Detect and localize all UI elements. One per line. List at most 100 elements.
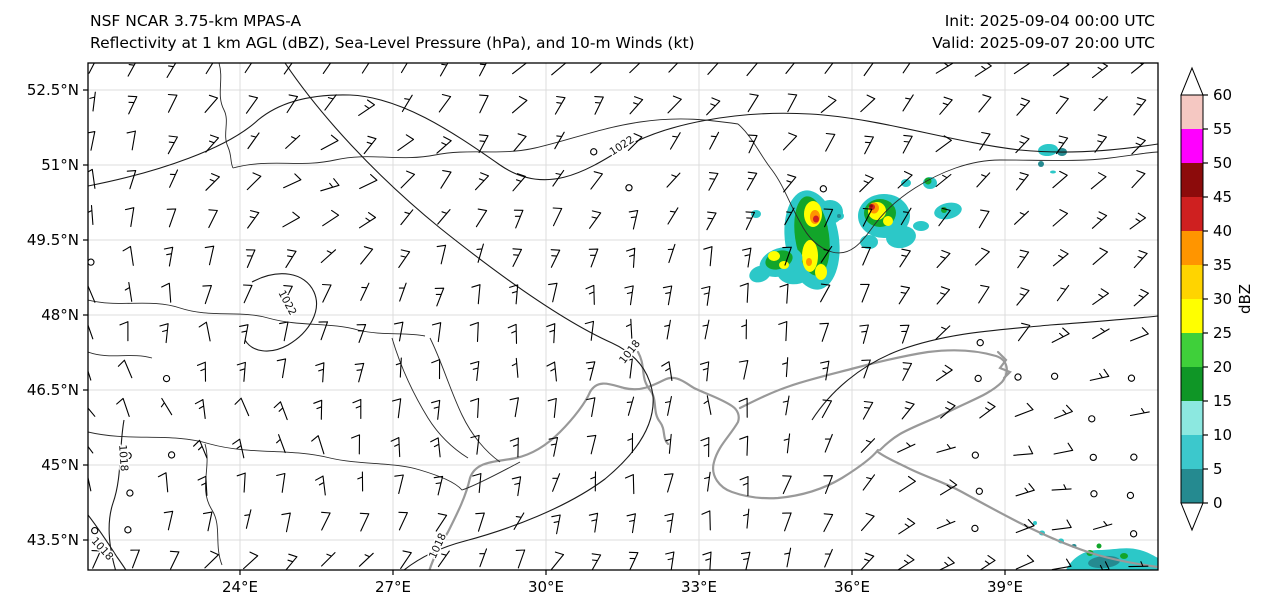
colorbar-segment bbox=[1181, 367, 1203, 401]
wind-barb bbox=[936, 519, 956, 530]
wind-barb bbox=[400, 209, 414, 226]
wind-barb bbox=[667, 243, 676, 264]
init-time: Init: 2025-09-04 00:00 UTC bbox=[944, 12, 1155, 30]
wind-barb bbox=[282, 211, 301, 228]
wind-barb bbox=[1130, 327, 1149, 342]
wind-barb bbox=[820, 245, 833, 263]
wind-barb bbox=[860, 552, 875, 570]
wind-barb bbox=[1052, 63, 1070, 77]
reflectivity-blobs bbox=[749, 143, 1158, 570]
wind-barb bbox=[479, 63, 487, 77]
wind-barb bbox=[359, 512, 370, 532]
wind-barb bbox=[320, 134, 339, 151]
calm-wind-circle bbox=[974, 374, 982, 383]
wind-barb bbox=[479, 94, 489, 114]
calm-wind-circle bbox=[91, 527, 99, 535]
reflectivity-cell bbox=[1033, 521, 1037, 525]
wind-barb bbox=[787, 93, 798, 113]
wind-barb bbox=[666, 172, 681, 188]
wind-barb bbox=[511, 476, 522, 497]
wind-barb bbox=[401, 94, 413, 113]
wind-barb bbox=[1055, 135, 1069, 155]
wind-barb bbox=[247, 210, 260, 229]
reflectivity-cell bbox=[779, 261, 789, 269]
colorbar-tick-label: 45 bbox=[1213, 188, 1232, 206]
wind-barb bbox=[246, 172, 262, 191]
wind-barb bbox=[169, 550, 180, 570]
wind-barb bbox=[586, 434, 597, 455]
wind-barb bbox=[119, 321, 129, 342]
wind-barb bbox=[624, 285, 634, 306]
reflectivity-cell bbox=[860, 235, 878, 249]
wind-barb bbox=[194, 399, 206, 420]
wind-barb bbox=[628, 209, 639, 230]
title-block: NSF NCAR 3.75-km MPAS-A Reflectivity at … bbox=[90, 10, 695, 54]
wind-barb bbox=[157, 472, 169, 493]
calm-wind-circle bbox=[971, 524, 979, 533]
wind-barb bbox=[1089, 368, 1110, 381]
lat-tick-label: 43.5°N bbox=[27, 531, 79, 549]
reflectivity-cell bbox=[802, 240, 818, 272]
wind-barb bbox=[594, 96, 604, 115]
wind-barb bbox=[470, 434, 480, 455]
map-frame bbox=[87, 62, 1159, 571]
wind-barb bbox=[1013, 445, 1034, 456]
calm-wind-circle bbox=[1168, 413, 1174, 419]
wind-barb bbox=[431, 322, 442, 343]
lon-tick-label: 39°E bbox=[987, 578, 1023, 596]
wind-barb bbox=[437, 209, 451, 225]
reflectivity-cell bbox=[1050, 170, 1056, 174]
wind-barb bbox=[939, 479, 958, 496]
colorbar-tick-label: 5 bbox=[1213, 460, 1223, 478]
colorbar-extend-below bbox=[1180, 502, 1204, 532]
wind-barb bbox=[161, 282, 172, 303]
wind-barb bbox=[166, 63, 177, 78]
lon-tick-label: 30°E bbox=[528, 578, 564, 596]
calm-wind-circle bbox=[167, 451, 176, 459]
wind-barb bbox=[285, 553, 298, 570]
wind-barb bbox=[400, 550, 412, 569]
colorbar-tick-label: 25 bbox=[1213, 324, 1232, 342]
wind-barb bbox=[122, 245, 134, 266]
wind-barb bbox=[166, 208, 177, 228]
wind-barb bbox=[1167, 562, 1186, 570]
axis-ticks bbox=[83, 89, 1006, 575]
lat-tick-label: 45°N bbox=[41, 456, 79, 474]
wind-barb bbox=[88, 445, 94, 454]
wind-barb bbox=[89, 91, 96, 112]
wind-barb bbox=[702, 551, 712, 570]
wind-barb bbox=[742, 247, 752, 268]
wind-barb bbox=[117, 359, 133, 379]
wind-barb bbox=[706, 97, 721, 116]
wind-barb bbox=[1092, 521, 1113, 530]
wind-barb bbox=[358, 212, 377, 229]
colorbar-tick-label: 0 bbox=[1213, 494, 1223, 512]
wind-barb bbox=[551, 63, 567, 76]
wind-barb bbox=[626, 513, 636, 534]
calm-wind-circle bbox=[88, 258, 95, 266]
wind-barb bbox=[708, 172, 719, 191]
wind-barb bbox=[126, 170, 137, 190]
wind-barb bbox=[285, 249, 297, 268]
wind-barb bbox=[902, 362, 913, 381]
wind-barb bbox=[546, 361, 557, 382]
wind-barb bbox=[1092, 327, 1110, 340]
wind-barb bbox=[511, 95, 528, 114]
wind-barb bbox=[738, 360, 749, 380]
wind-barb bbox=[478, 134, 489, 154]
colorbar-segment bbox=[1181, 129, 1203, 163]
reflectivity-cell bbox=[749, 265, 771, 283]
wind-barb bbox=[704, 471, 711, 492]
wind-barb bbox=[863, 63, 874, 77]
wind-barb bbox=[548, 437, 559, 457]
wind-barb bbox=[363, 135, 377, 155]
wind-barbs bbox=[88, 63, 1186, 570]
wind-barb bbox=[204, 550, 220, 569]
wind-barb bbox=[1092, 247, 1109, 265]
wind-barb bbox=[283, 285, 293, 304]
wind-barb bbox=[320, 249, 337, 264]
wind-barb bbox=[939, 96, 953, 115]
calm-wind-circle bbox=[1090, 490, 1098, 498]
wind-barb bbox=[588, 248, 599, 268]
wind-barb bbox=[130, 549, 140, 569]
